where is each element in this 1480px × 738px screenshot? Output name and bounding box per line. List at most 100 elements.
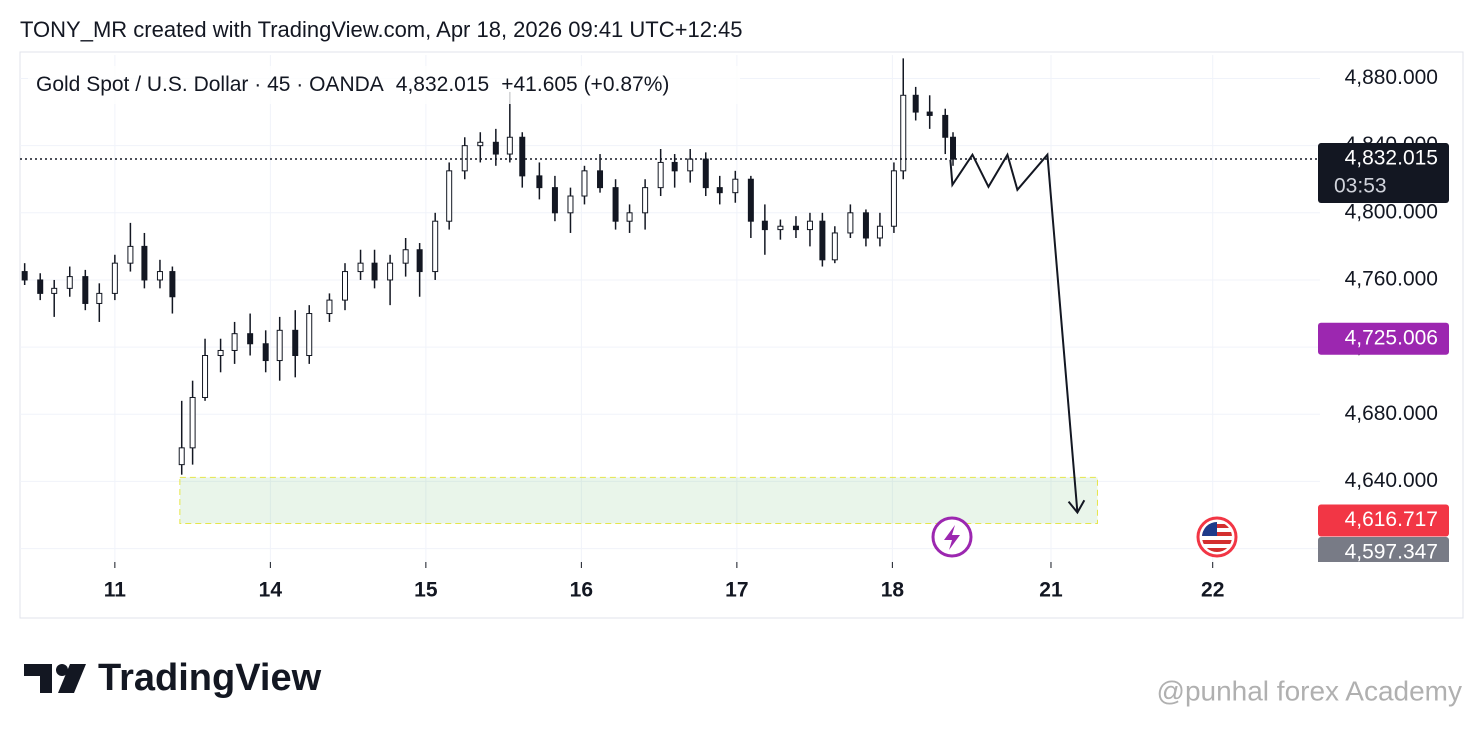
candle-body bbox=[51, 287, 58, 294]
symbol-title: Gold Spot / U.S. Dollar · 45 · OANDA 4,83… bbox=[36, 73, 669, 96]
candle-body bbox=[127, 245, 134, 264]
candle-body bbox=[847, 212, 854, 234]
candle-body bbox=[942, 114, 949, 138]
y-tick-label: 4,880.000 bbox=[1345, 66, 1438, 89]
x-tick-label: 15 bbox=[414, 579, 438, 602]
y-tick-label: 4,800.000 bbox=[1345, 200, 1438, 223]
x-tick-label: 16 bbox=[570, 579, 593, 602]
price-badge bbox=[1318, 143, 1449, 204]
x-tick-label: 11 bbox=[104, 579, 127, 602]
candle-body bbox=[111, 262, 118, 294]
candle-body bbox=[342, 271, 348, 301]
price-badge-label: 4,725.006 bbox=[1345, 326, 1438, 349]
candle-body bbox=[747, 178, 754, 222]
candle-body bbox=[326, 299, 333, 315]
candle-body bbox=[432, 220, 439, 273]
brand-logo bbox=[24, 664, 86, 693]
target-zone bbox=[179, 476, 1098, 525]
y-tick-label: 4,760.000 bbox=[1345, 268, 1438, 291]
candle-body bbox=[292, 329, 299, 357]
candle-body bbox=[926, 111, 933, 116]
candle-body bbox=[217, 349, 224, 357]
price-badge-sublabel: 03:53 bbox=[1334, 175, 1387, 198]
candle-body bbox=[687, 158, 694, 172]
price-badge-label: 4,832.015 bbox=[1345, 147, 1438, 170]
candle-body bbox=[66, 276, 73, 289]
price-badge bbox=[1318, 537, 1449, 562]
candle-body bbox=[876, 225, 883, 239]
candle-body bbox=[950, 136, 957, 160]
candle-body bbox=[657, 161, 664, 189]
candle-body bbox=[262, 343, 269, 362]
price-badge bbox=[1318, 322, 1449, 355]
candle-body bbox=[792, 225, 799, 231]
candle-body bbox=[416, 249, 423, 273]
price-badge-label: 4,597.347 bbox=[1345, 541, 1438, 564]
x-tick-label: 18 bbox=[881, 579, 905, 602]
candle-body bbox=[247, 333, 254, 345]
brand: TradingView bbox=[98, 657, 322, 699]
candle-body bbox=[890, 170, 897, 227]
candle-body bbox=[597, 170, 604, 189]
change: +41.605 (+0.87%) bbox=[501, 73, 669, 96]
candle-body bbox=[306, 313, 313, 357]
x-tick-label: 17 bbox=[725, 579, 748, 602]
candle-body bbox=[551, 187, 558, 214]
candle-body bbox=[492, 141, 499, 155]
price-badge-label: 4,616.717 bbox=[1345, 508, 1438, 531]
candle-body bbox=[900, 94, 907, 172]
candle-body bbox=[357, 262, 364, 273]
flag-icon bbox=[1196, 516, 1238, 558]
candle-body bbox=[732, 178, 739, 194]
x-tick-label: 21 bbox=[1039, 579, 1063, 602]
y-tick-label: 4,640.000 bbox=[1345, 469, 1438, 492]
watermark: @punhal forex Academy bbox=[1157, 675, 1462, 706]
candle-body bbox=[716, 187, 723, 194]
candle-body bbox=[202, 355, 209, 398]
candle-body bbox=[276, 329, 283, 362]
candle-body bbox=[519, 136, 526, 177]
candle-body bbox=[831, 232, 838, 261]
candle-body bbox=[912, 94, 919, 113]
y-tick-label: 4,680.000 bbox=[1345, 402, 1438, 425]
candle-body bbox=[581, 170, 588, 197]
candle-body bbox=[141, 245, 148, 281]
candle-body bbox=[626, 212, 633, 222]
x-tick-label: 14 bbox=[259, 579, 283, 602]
candle-body bbox=[819, 220, 826, 261]
candle-body bbox=[189, 396, 196, 449]
candle-body bbox=[702, 158, 709, 189]
candle-body bbox=[37, 279, 44, 294]
candle-body bbox=[82, 276, 89, 304]
projection-path bbox=[949, 152, 1079, 513]
candle-body bbox=[761, 220, 768, 231]
candle-body bbox=[169, 271, 176, 298]
attribution: TONY_MR created with TradingView.com, Ap… bbox=[20, 17, 743, 42]
candle-body bbox=[642, 187, 649, 214]
frame bbox=[19, 51, 1464, 619]
candle-body bbox=[612, 187, 619, 222]
candle-body bbox=[477, 141, 484, 147]
candle-body bbox=[862, 212, 869, 239]
x-tick-label: 22 bbox=[1201, 579, 1224, 602]
candle-body bbox=[178, 447, 185, 466]
candle-body bbox=[21, 271, 28, 281]
candle-body bbox=[156, 271, 163, 281]
price-badge bbox=[1318, 504, 1449, 537]
candle-body bbox=[671, 161, 678, 172]
last-price: 4,832.015 bbox=[396, 73, 489, 96]
candle-body bbox=[567, 195, 574, 214]
candle-body bbox=[536, 175, 543, 189]
candle-body bbox=[387, 262, 394, 281]
title: Gold Spot / U.S. Dollar · 45 · OANDA bbox=[36, 73, 384, 96]
candle-body bbox=[806, 220, 813, 231]
event-icon bbox=[931, 516, 973, 558]
candle-body bbox=[506, 136, 513, 155]
candle-body bbox=[371, 262, 378, 281]
legend-bg bbox=[28, 66, 740, 104]
candle-body bbox=[402, 249, 409, 264]
projection-arrowhead bbox=[1067, 499, 1086, 515]
candle-body bbox=[446, 170, 453, 222]
